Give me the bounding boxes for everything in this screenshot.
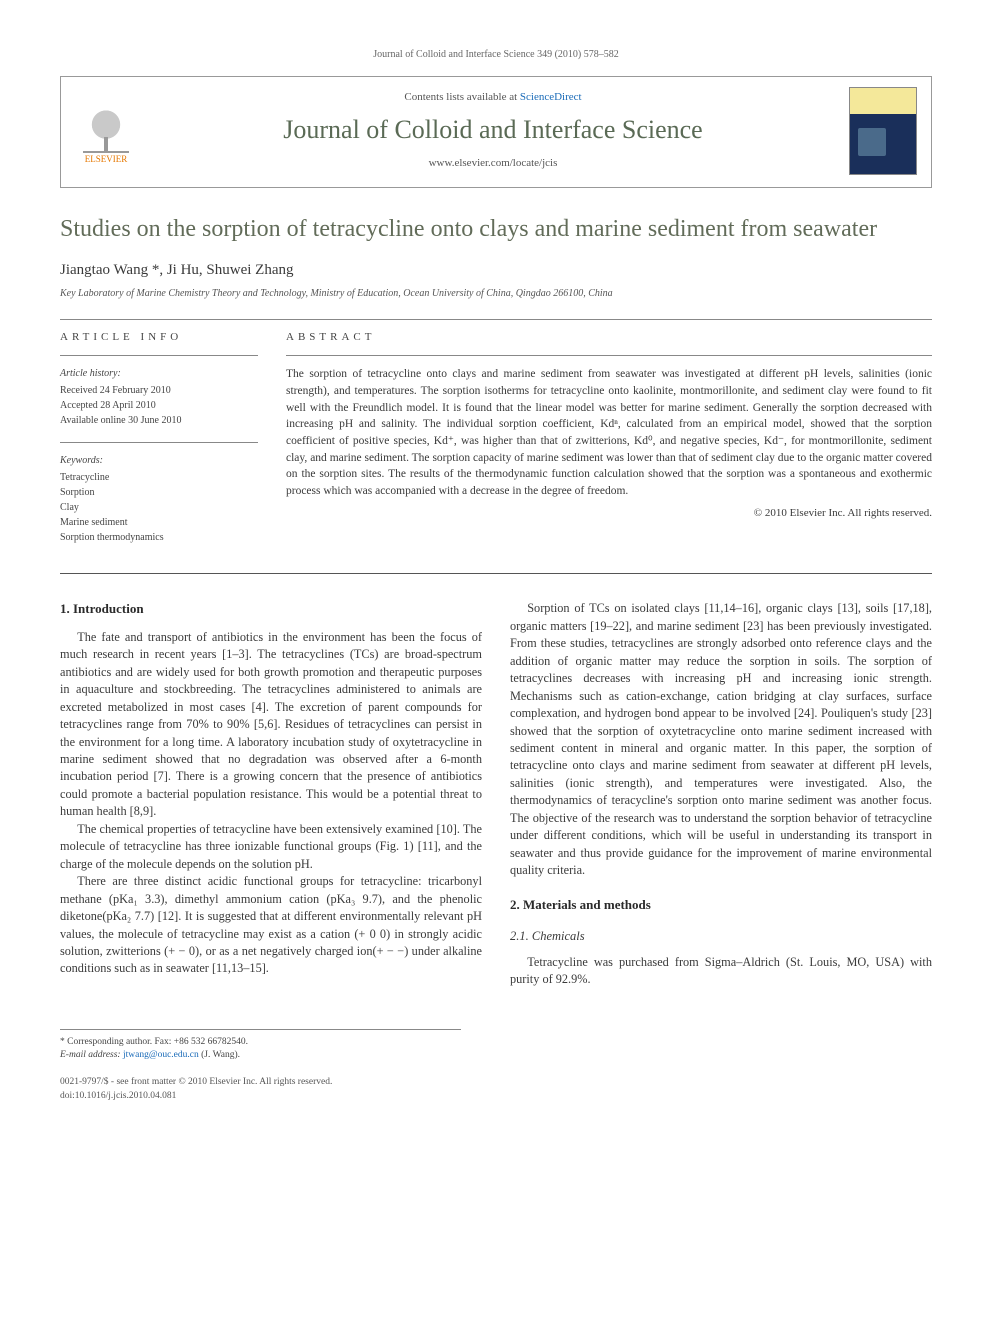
elsevier-logo: ELSEVIER [75, 96, 137, 166]
abstract-heading: ABSTRACT [286, 330, 932, 345]
footnotes: * Corresponding author. Fax: +86 532 667… [60, 1029, 461, 1063]
corresponding-author-note: * Corresponding author. Fax: +86 532 667… [60, 1036, 461, 1049]
front-matter-line: 0021-9797/$ - see front matter © 2010 El… [60, 1076, 932, 1103]
section-2-heading: 2. Materials and methods [510, 896, 932, 914]
journal-cover-thumbnail [849, 87, 917, 175]
email-attribution: (J. Wang). [201, 1050, 240, 1060]
keyword: Sorption thermodynamics [60, 530, 258, 545]
contents-available-line: Contents lists available at ScienceDirec… [151, 90, 835, 105]
info-divider-2 [60, 442, 258, 443]
keywords-block: Keywords: Tetracycline Sorption Clay Mar… [60, 453, 258, 545]
article-info-heading: ARTICLE INFO [60, 330, 258, 345]
history-received: Received 24 February 2010 [60, 383, 258, 398]
author-list: Jiangtao Wang *, Ji Hu, Shuwei Zhang [60, 260, 932, 281]
keywords-label: Keywords: [60, 453, 258, 468]
journal-name: Journal of Colloid and Interface Science [151, 112, 835, 148]
divider-top [60, 319, 932, 320]
article-title: Studies on the sorption of tetracycline … [60, 214, 932, 244]
article-info-column: ARTICLE INFO Article history: Received 2… [60, 330, 258, 559]
header-center: Contents lists available at ScienceDirec… [151, 90, 835, 171]
keyword: Clay [60, 500, 258, 515]
history-accepted: Accepted 28 April 2010 [60, 398, 258, 413]
abstract-copyright: © 2010 Elsevier Inc. All rights reserved… [286, 506, 932, 521]
divider-below-abstract [60, 573, 932, 574]
keyword: Sorption [60, 485, 258, 500]
elsevier-label: ELSEVIER [85, 153, 128, 166]
journal-homepage-url[interactable]: www.elsevier.com/locate/jcis [151, 156, 835, 171]
intro-paragraph-3: There are three distinct acidic function… [60, 873, 482, 978]
doi-line: doi:10.1016/j.jcis.2010.04.081 [60, 1090, 932, 1103]
keyword: Tetracycline [60, 470, 258, 485]
affiliation: Key Laboratory of Marine Chemistry Theor… [60, 287, 932, 301]
sciencedirect-link[interactable]: ScienceDirect [520, 91, 582, 103]
chemicals-paragraph: Tetracycline was purchased from Sigma–Al… [510, 954, 932, 989]
journal-header-box: ELSEVIER Contents lists available at Sci… [60, 76, 932, 188]
section-1-heading: 1. Introduction [60, 600, 482, 618]
abstract-body: The sorption of tetracycline onto clays … [286, 366, 932, 499]
email-line: E-mail address: jtwang@ouc.edu.cn (J. Wa… [60, 1049, 461, 1062]
intro-paragraph-2: The chemical properties of tetracycline … [60, 821, 482, 873]
intro-paragraph-4: Sorption of TCs on isolated clays [11,14… [510, 600, 932, 879]
info-divider-1 [60, 355, 258, 356]
contents-prefix: Contents lists available at [404, 91, 519, 103]
article-history-block: Article history: Received 24 February 20… [60, 366, 258, 428]
section-2-1-heading: 2.1. Chemicals [510, 928, 932, 946]
article-history-label: Article history: [60, 366, 258, 381]
keyword: Marine sediment [60, 515, 258, 530]
history-online: Available online 30 June 2010 [60, 413, 258, 428]
issn-copyright: 0021-9797/$ - see front matter © 2010 El… [60, 1076, 932, 1089]
body-two-column: 1. Introduction The fate and transport o… [60, 600, 932, 988]
abstract-divider [286, 355, 932, 356]
intro-paragraph-1: The fate and transport of antibiotics in… [60, 629, 482, 821]
info-abstract-row: ARTICLE INFO Article history: Received 2… [60, 330, 932, 559]
elsevier-tree-icon [83, 107, 129, 153]
corresponding-email-link[interactable]: jtwang@ouc.edu.cn [123, 1050, 199, 1060]
abstract-column: ABSTRACT The sorption of tetracycline on… [286, 330, 932, 559]
running-header: Journal of Colloid and Interface Science… [60, 48, 932, 62]
email-label: E-mail address: [60, 1050, 121, 1060]
